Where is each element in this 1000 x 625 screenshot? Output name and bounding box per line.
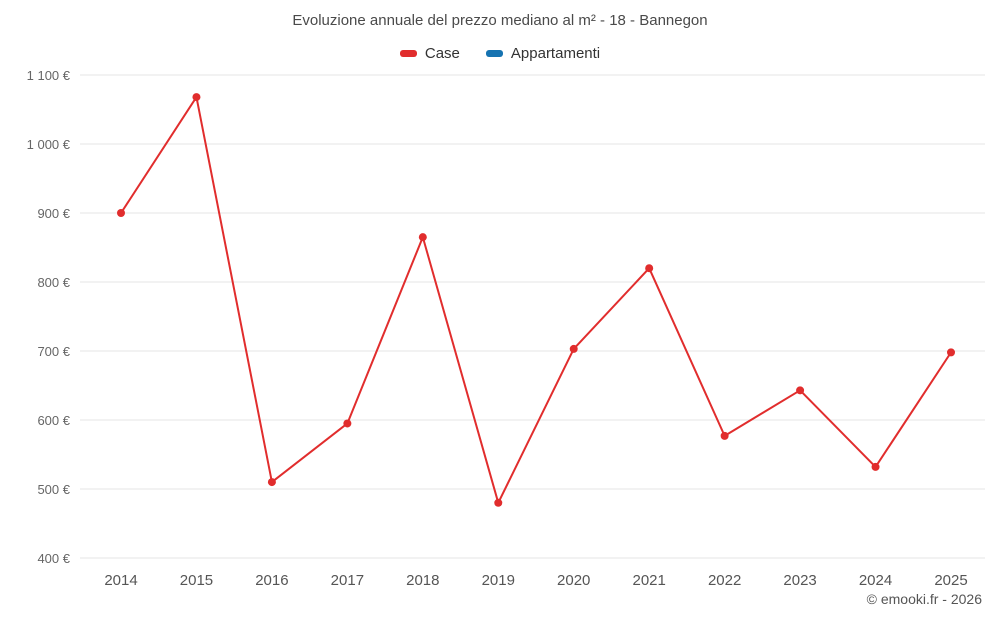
appartamenti-series-swatch-icon (485, 50, 503, 57)
chart-legend: Case Appartamenti (0, 45, 1000, 62)
svg-text:1 000 €: 1 000 € (27, 137, 71, 152)
svg-text:700 €: 700 € (37, 344, 70, 359)
svg-text:2022: 2022 (708, 572, 741, 589)
svg-text:2017: 2017 (331, 572, 364, 589)
svg-text:2020: 2020 (557, 572, 590, 589)
svg-text:1 100 €: 1 100 € (27, 68, 71, 83)
svg-text:2025: 2025 (934, 572, 967, 589)
svg-text:2018: 2018 (406, 572, 439, 589)
svg-text:2014: 2014 (104, 572, 137, 589)
legend-label-appartamenti: Appartamenti (510, 45, 601, 62)
chart-title: Evoluzione annuale del prezzo mediano al… (292, 12, 708, 29)
svg-text:2019: 2019 (482, 572, 515, 589)
svg-text:800 €: 800 € (37, 275, 70, 290)
svg-text:400 €: 400 € (37, 551, 70, 566)
legend-item-case[interactable]: Case (399, 45, 460, 62)
legend-item-appartamenti[interactable]: Appartamenti (485, 45, 601, 62)
legend-label-case: Case (424, 45, 460, 62)
svg-text:2023: 2023 (783, 572, 816, 589)
svg-text:500 €: 500 € (37, 482, 70, 497)
svg-text:2024: 2024 (859, 572, 892, 589)
copyright: © emooki.fr - 2026 (866, 591, 982, 607)
svg-text:600 €: 600 € (37, 413, 70, 428)
case-series-swatch-icon (399, 50, 417, 57)
svg-text:2016: 2016 (255, 572, 288, 589)
svg-text:2021: 2021 (632, 572, 665, 589)
svg-text:2015: 2015 (180, 572, 213, 589)
svg-text:900 €: 900 € (37, 206, 70, 221)
